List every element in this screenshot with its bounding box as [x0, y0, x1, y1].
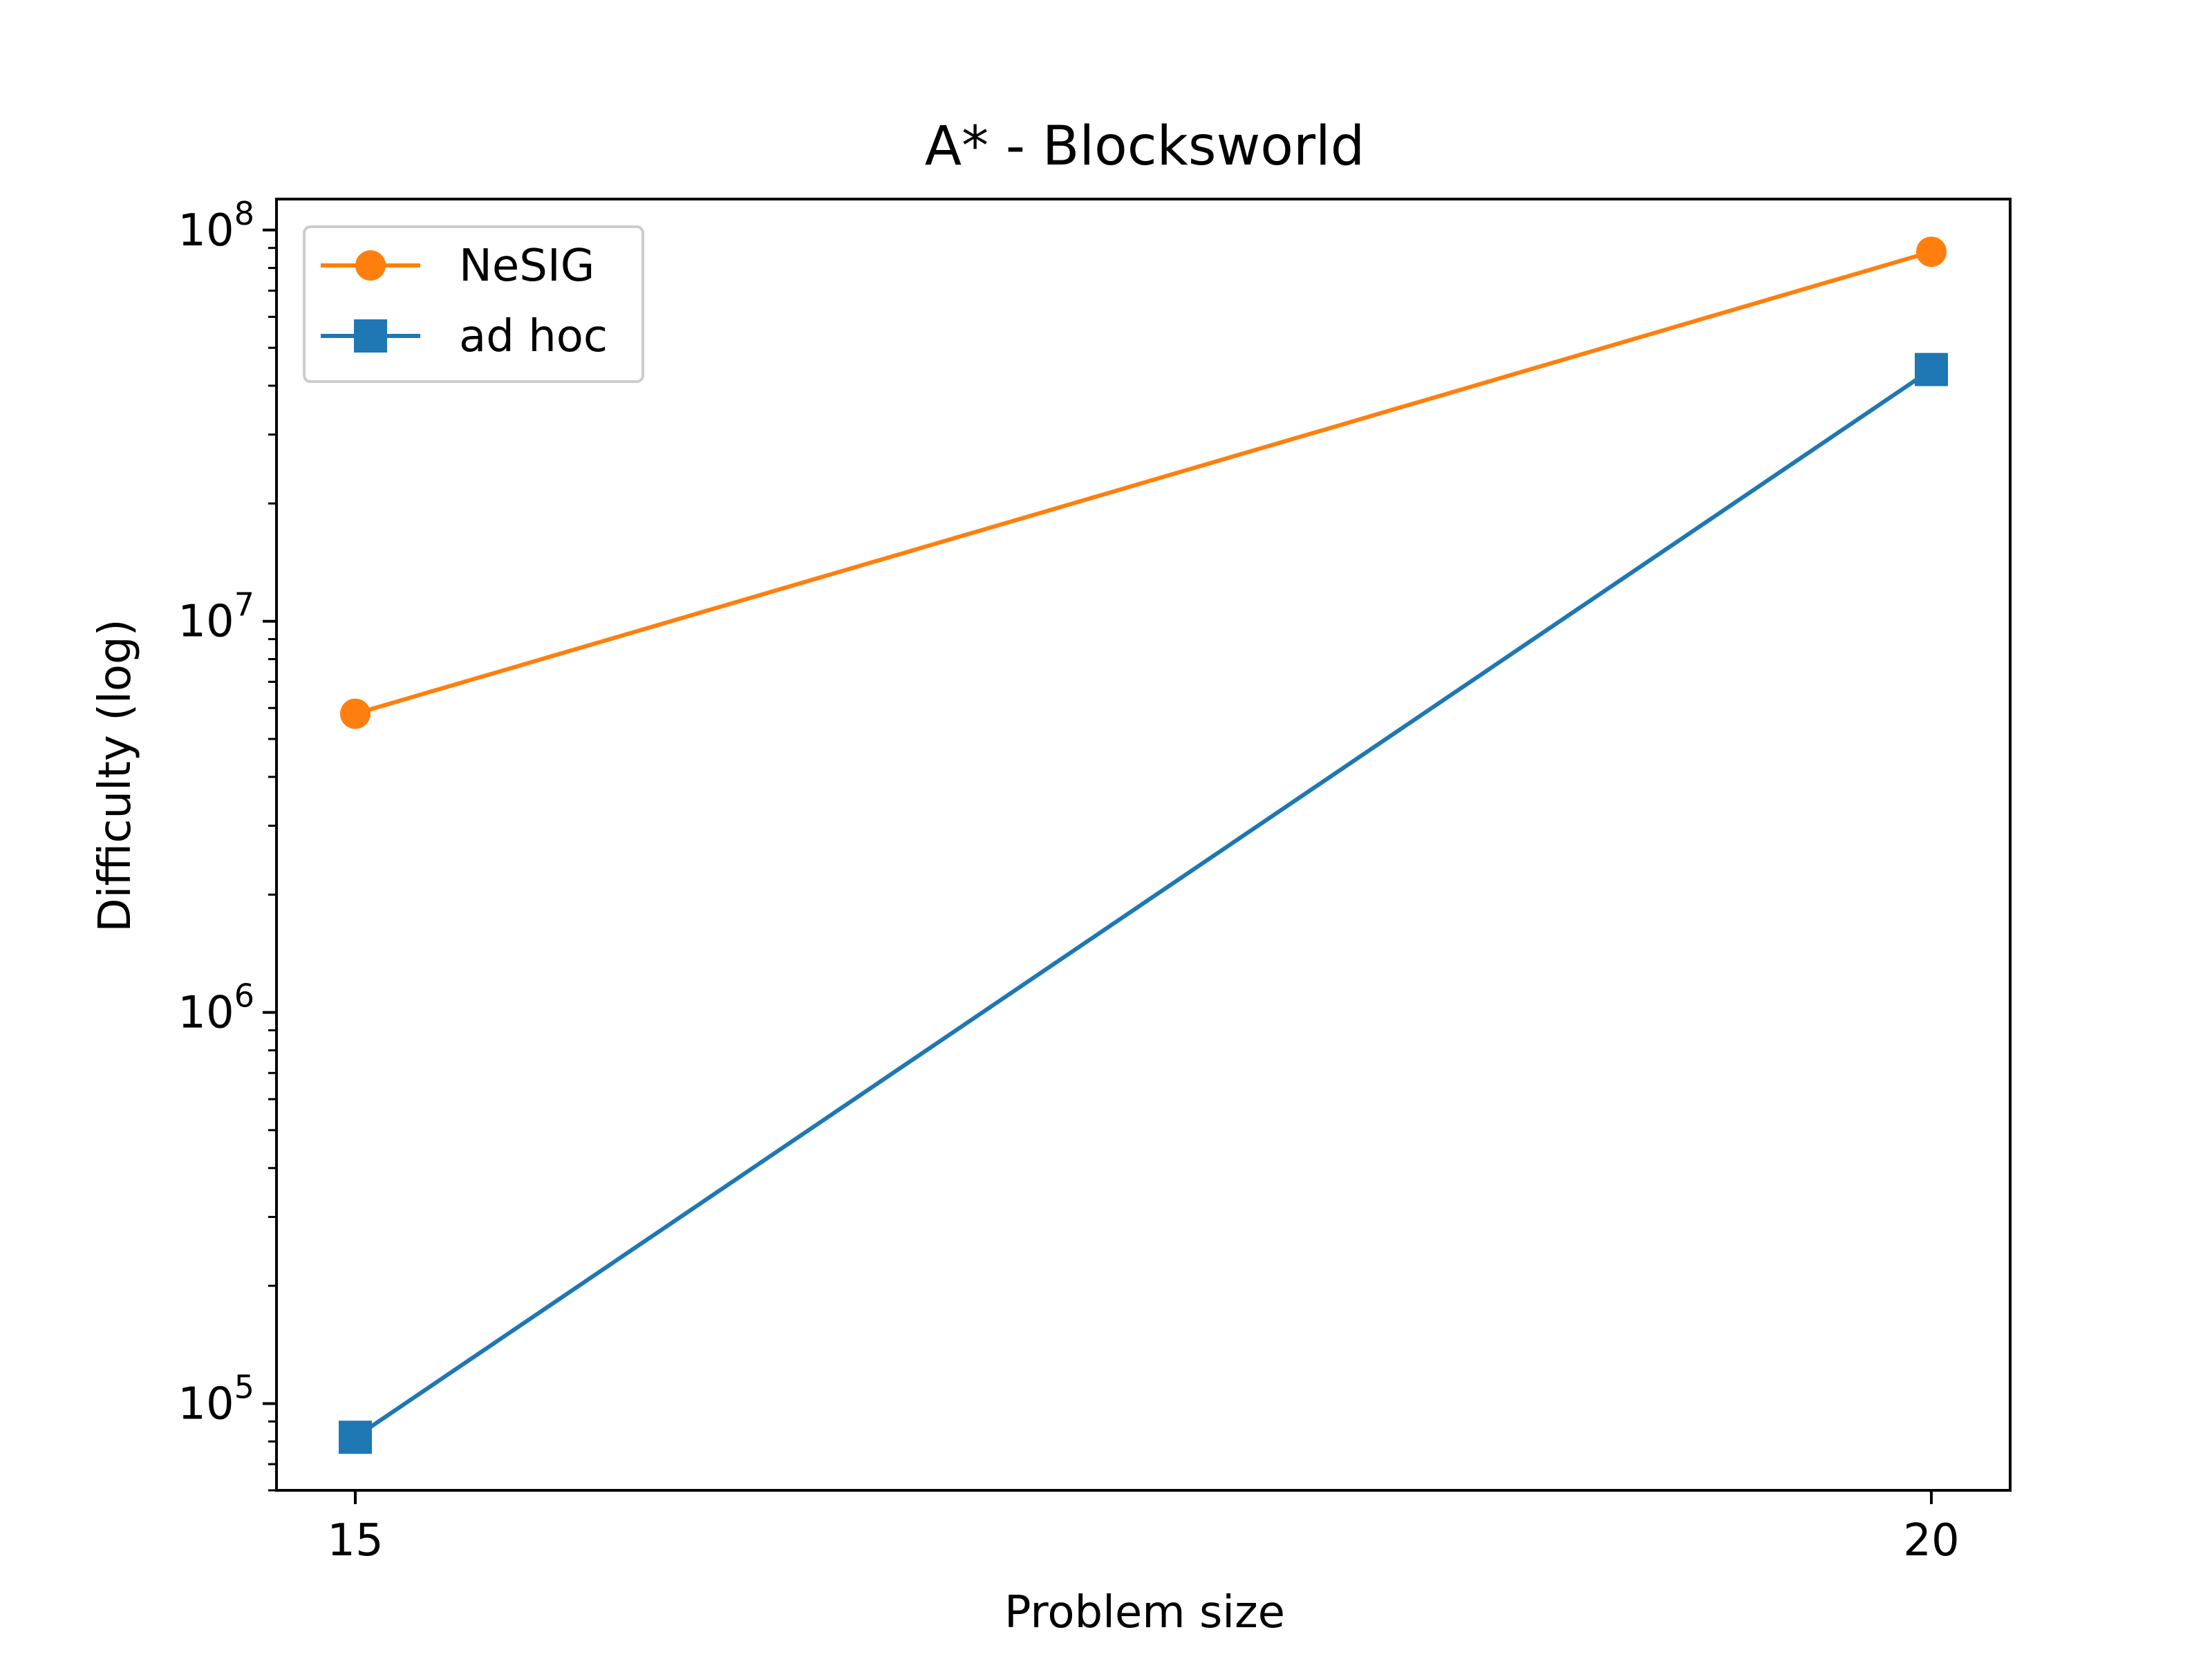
legend-marker-ad-hoc	[354, 319, 387, 353]
y-tick-label: 105	[178, 1368, 254, 1430]
legend-marker-nesig	[355, 250, 386, 281]
x-tick-label: 20	[1903, 1515, 1959, 1566]
y-tick-label-base: 10	[178, 597, 234, 648]
y-tick-label-exponent: 5	[234, 1368, 254, 1405]
x-axis-label: Problem size	[1004, 1587, 1285, 1638]
series-line-ad-hoc	[354, 368, 1933, 1439]
series-line-nesig	[355, 250, 1932, 716]
legend-label-ad-hoc: ad hoc	[459, 311, 608, 362]
y-tick-label: 106	[178, 977, 254, 1039]
y-axis-label: Difficulty (log)	[90, 619, 141, 932]
axes-frame	[275, 198, 2012, 1492]
y-tick-label-exponent: 8	[234, 195, 254, 232]
y-tick-label-exponent: 7	[234, 586, 254, 624]
plot-markers	[339, 236, 1948, 1454]
legend: NeSIG ad hoc	[303, 225, 644, 383]
data-point-ad-hoc	[1915, 353, 1948, 386]
plot-lines	[354, 250, 1933, 1439]
y-tick-label-base: 10	[178, 205, 234, 256]
y-tick-label-base: 10	[178, 1378, 234, 1430]
data-point-nesig	[340, 698, 371, 729]
x-ticks: 15 20	[327, 1490, 1960, 1566]
data-point-ad-hoc	[339, 1421, 372, 1454]
x-tick-label: 15	[327, 1515, 383, 1566]
data-point-nesig	[1916, 236, 1947, 268]
y-tick-label-base: 10	[178, 988, 234, 1039]
y-tick-label-exponent: 6	[234, 977, 254, 1015]
legend-label-nesig: NeSIG	[459, 241, 594, 292]
y-tick-label: 108	[178, 195, 254, 256]
chart-title: A* - Blocksworld	[925, 115, 1365, 178]
y-tick-label: 107	[178, 586, 254, 648]
